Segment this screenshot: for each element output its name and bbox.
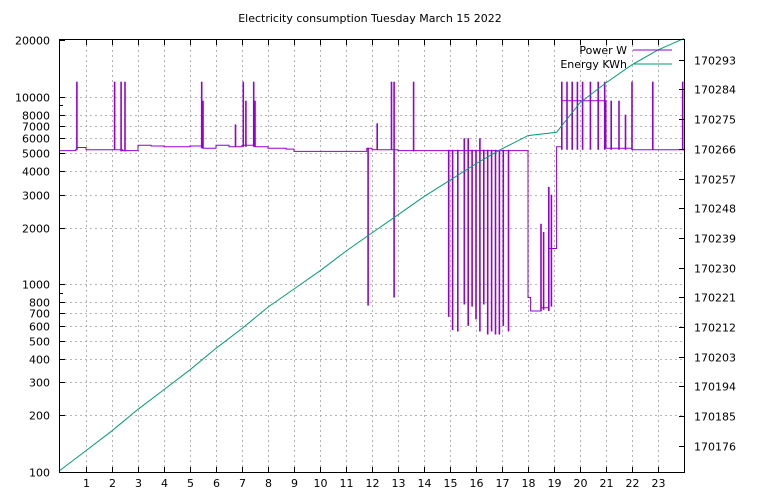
- x-tick-label: 19: [548, 477, 562, 490]
- y-right-tick-label: 170176: [694, 441, 736, 454]
- x-tick-label: 8: [265, 477, 272, 490]
- x-tick-label: 11: [340, 477, 354, 490]
- y-left-tick-label: 500: [29, 336, 50, 349]
- axes: 1 2 3 4 5 6 7 8 9 10 11 12 13 14 15 16 17 18 19 20 21 22 23100…: [15, 35, 736, 491]
- y-left-tick-label: 300: [29, 377, 50, 390]
- plot-area: [59, 37, 685, 471]
- x-tick-label: 21: [600, 477, 614, 490]
- y-left-tick-label: 3000: [22, 190, 50, 203]
- y-left-tick-label: 10000: [15, 92, 50, 105]
- x-tick-label: 2: [109, 477, 116, 490]
- legend: Power W Energy KWh: [560, 44, 672, 71]
- x-tick-label: 9: [291, 477, 298, 490]
- y-left-tick-label: 700: [29, 308, 50, 321]
- y-left-tick-label: 100: [29, 467, 50, 480]
- legend-label-power: Power W: [579, 44, 627, 57]
- y-right-tick-label: 170275: [694, 114, 736, 127]
- plot-frame: [59, 39, 685, 473]
- y-left-tick-label: 1000: [22, 279, 50, 292]
- x-tick-label: 12: [366, 477, 380, 490]
- y-right-tick-label: 170194: [694, 381, 736, 394]
- series-power-line: [60, 100, 685, 312]
- series-energy-line: [59, 37, 685, 471]
- x-tick-label: 7: [239, 477, 246, 490]
- y-right-tick-label: 170293: [694, 55, 736, 68]
- x-tick-label: 15: [444, 477, 458, 490]
- x-tick-label: 13: [392, 477, 406, 490]
- y-right-tick-label: 170203: [694, 352, 736, 365]
- y-right-tick-label: 170221: [694, 292, 736, 305]
- y-left-tick-label: 7000: [22, 121, 50, 134]
- x-tick-label: 1: [83, 477, 90, 490]
- y-right-tick-label: 170230: [694, 263, 736, 276]
- y-left-tick-label: 4000: [22, 166, 50, 179]
- y-left-tick-label: 20000: [15, 35, 50, 48]
- y-right-tick-label: 170248: [694, 203, 736, 216]
- y-left-tick-label: 6000: [22, 133, 50, 146]
- x-tick-label: 6: [213, 477, 220, 490]
- x-tick-label: 22: [626, 477, 640, 490]
- y-right-tick-label: 170284: [694, 84, 736, 97]
- legend-label-energy: Energy KWh: [560, 58, 627, 71]
- x-tick-label: 17: [496, 477, 510, 490]
- x-tick-label: 20: [574, 477, 588, 490]
- y-left-tick-label: 2000: [22, 223, 50, 236]
- y-right-tick-label: 170257: [694, 174, 736, 187]
- y-left-tick-label: 5000: [22, 148, 50, 161]
- x-tick-label: 5: [187, 477, 194, 490]
- x-tick-label: 10: [314, 477, 328, 490]
- y-left-tick-label: 400: [29, 354, 50, 367]
- y-left-tick-label: 800: [29, 297, 50, 310]
- y-right-tick-label: 170212: [694, 322, 736, 335]
- chart-title: Electricity consumption Tuesday March 15…: [238, 12, 502, 25]
- y-right-tick-label: 170185: [694, 411, 736, 424]
- y-right-tick-label: 170239: [694, 233, 736, 246]
- x-tick-label: 23: [652, 477, 666, 490]
- y-left-tick-label: 8000: [22, 110, 50, 123]
- x-tick-label: 4: [161, 477, 168, 490]
- y-left-tick-label: 200: [29, 410, 50, 423]
- gridlines: [60, 40, 684, 472]
- x-tick-label: 18: [522, 477, 536, 490]
- x-tick-label: 16: [470, 477, 484, 490]
- x-tick-label: 3: [135, 477, 142, 490]
- y-right-tick-label: 170266: [694, 144, 736, 157]
- x-tick-label: 14: [418, 477, 432, 490]
- y-left-tick-label: 600: [29, 321, 50, 334]
